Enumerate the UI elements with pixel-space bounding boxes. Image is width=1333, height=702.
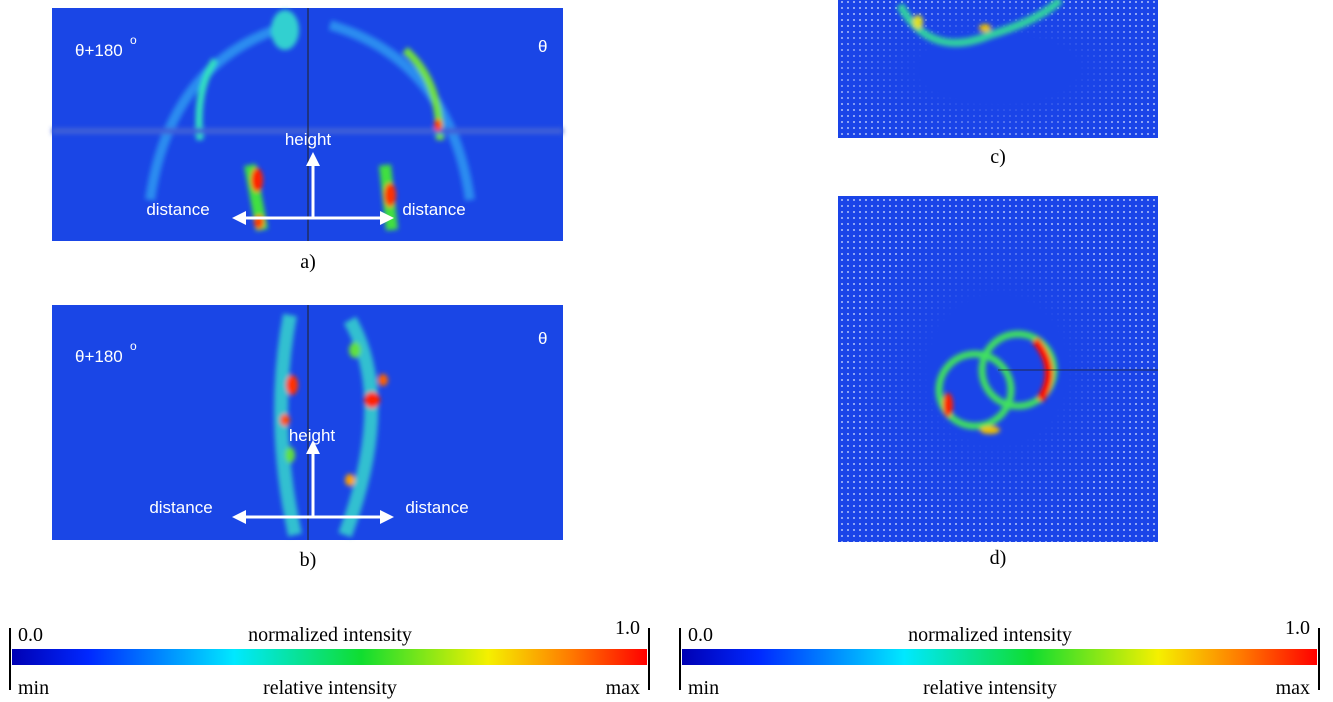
- arrow-head: [232, 211, 246, 225]
- arrow-head: [306, 152, 320, 166]
- arrow-label: distance: [149, 498, 212, 517]
- colorbar: 0.0 normalized intensity 1.0 min relativ…: [679, 617, 1320, 699]
- panel-label: c): [990, 146, 1006, 168]
- colorbar-start: 0.0: [18, 624, 43, 646]
- angle-label: θ+180: [75, 41, 123, 60]
- colorbar-max: max: [1276, 677, 1310, 699]
- arrow-head: [306, 440, 320, 454]
- colorbar-title: normalized intensity: [908, 624, 1072, 646]
- arrow-label: distance: [405, 498, 468, 517]
- angle-label: θ: [538, 37, 547, 56]
- colorbar-end-label: 1.0: [1285, 617, 1310, 639]
- panel-a: θ+180 o θ height distance distance a): [52, 8, 563, 273]
- colorbar-title: normalized intensity: [248, 624, 412, 646]
- arrow-head: [232, 510, 246, 524]
- colorbar-max: max: [606, 677, 640, 699]
- arrow-label: distance: [402, 200, 465, 219]
- angle-label: θ+180: [75, 347, 123, 366]
- arrow-head: [380, 211, 394, 225]
- arrow-label: height: [285, 130, 332, 149]
- colorbar-subtitle: relative intensity: [263, 677, 397, 699]
- intensity-pattern: [896, 0, 1063, 47]
- panel-label: a): [300, 251, 316, 273]
- degree-mark: o: [130, 33, 137, 47]
- panel-d: d): [838, 196, 1158, 569]
- angle-label: θ: [538, 329, 547, 348]
- degree-mark: o: [130, 339, 137, 353]
- arrow-head: [380, 510, 394, 524]
- panel-b: θ+180 o θ height distance distance b): [52, 305, 563, 571]
- arrow-label: distance: [146, 200, 209, 219]
- intensity-pattern: [274, 313, 388, 538]
- panel-label: d): [990, 547, 1007, 569]
- colorbar-min: min: [688, 677, 719, 699]
- colorbar-gradient: [12, 649, 647, 665]
- panel-label: b): [300, 549, 317, 571]
- intensity-fill: [838, 0, 1158, 138]
- colorbar-end-label: 1.0: [615, 617, 640, 639]
- colorbar-subtitle: relative intensity: [923, 677, 1057, 699]
- colorbar-start: 0.0: [688, 624, 713, 646]
- panel-c: c): [838, 0, 1158, 168]
- colorbar-gradient: [682, 649, 1317, 665]
- colorbar: 0.0 normalized intensity 1.0 min relativ…: [9, 617, 650, 699]
- arrow-label: height: [289, 426, 336, 445]
- colorbar-min: min: [18, 677, 49, 699]
